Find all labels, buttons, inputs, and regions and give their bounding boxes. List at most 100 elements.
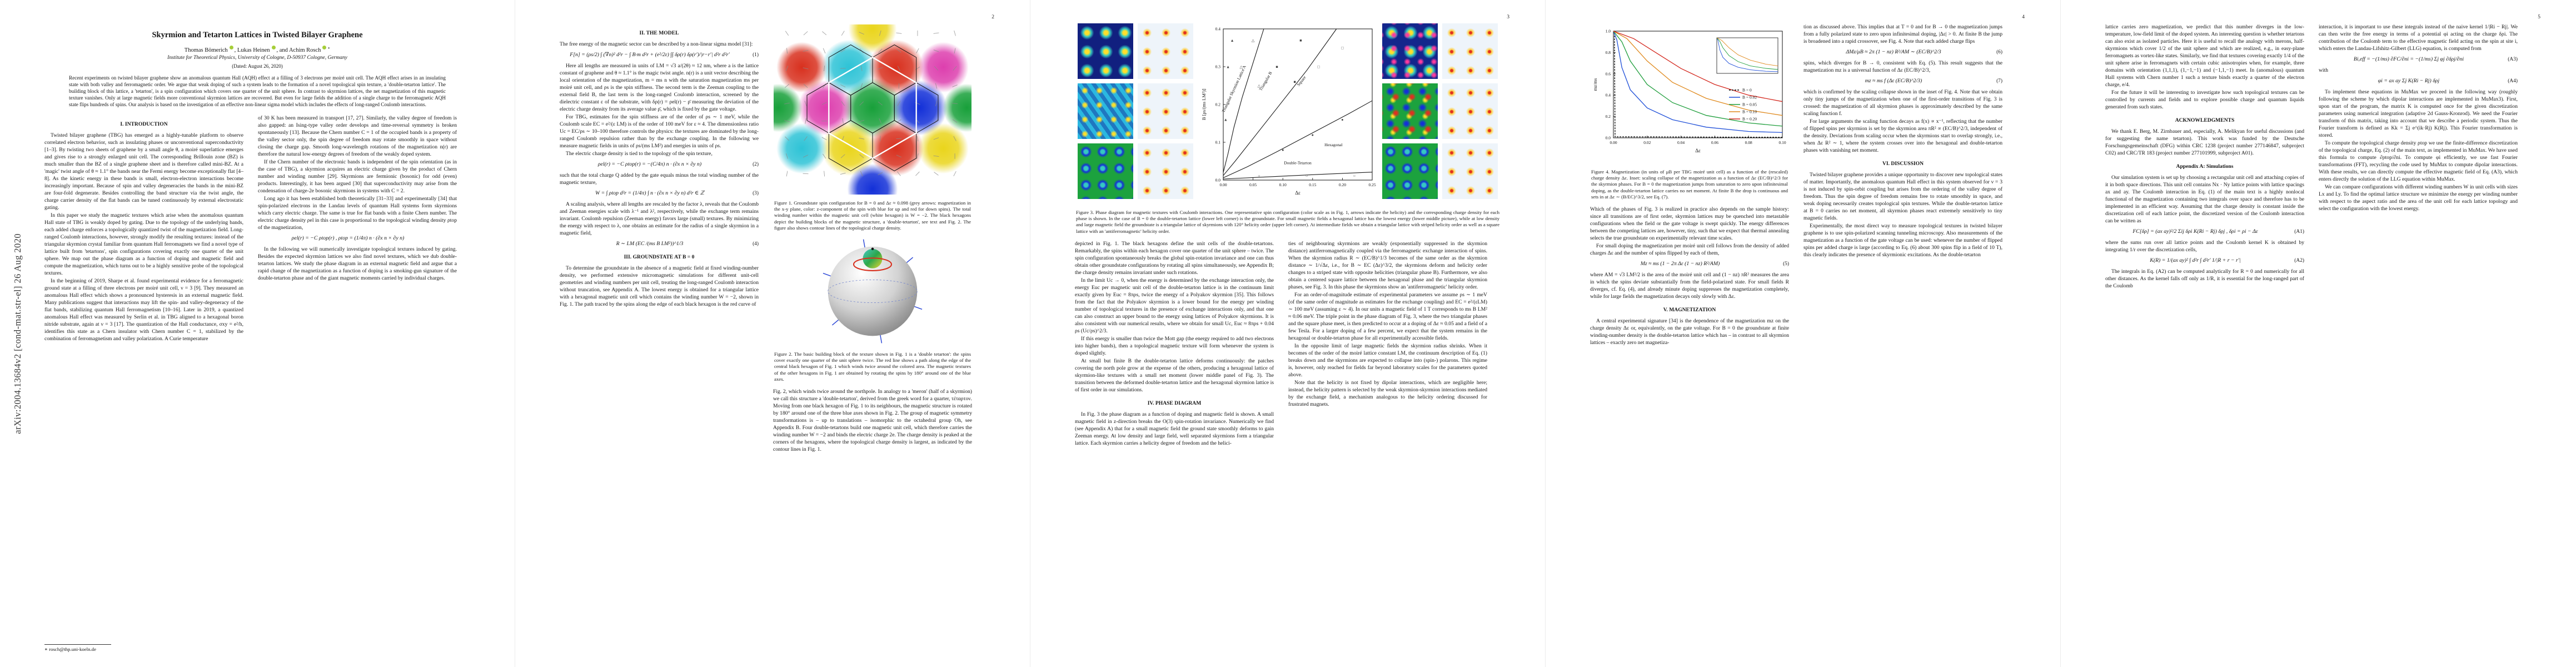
equation-A3: Bi,eff = −(1/ms) ∂FC/∂ni = −(1/ms) Σj φj… bbox=[2319, 56, 2518, 63]
svg-text:△: △ bbox=[1252, 38, 1255, 43]
svg-text:Δε: Δε bbox=[1695, 148, 1701, 153]
abstract: Recent experiments on twisted bilayer gr… bbox=[69, 75, 446, 107]
svg-text:0.4: 0.4 bbox=[1606, 93, 1611, 98]
svg-text:B [ρs/(ms LM²)]: B [ρs/(ms LM²)] bbox=[1201, 89, 1207, 121]
svg-text:0.04: 0.04 bbox=[1677, 140, 1685, 145]
svg-text:B = 0.02: B = 0.02 bbox=[1742, 95, 1757, 100]
svg-text:0.10: 0.10 bbox=[1778, 140, 1786, 145]
equation-body: ρel(r) = −C ρtop(r) , ρtop = (1/4π) n · … bbox=[291, 235, 405, 241]
svg-text:●: ● bbox=[1341, 118, 1343, 122]
paragraph: A scaling analysis, where all lengths ar… bbox=[560, 201, 759, 236]
figure4-magnetization-plot: 0.00 0.02 0.04 0.06 0.08 0.10 0.0 0.2 0.4 0.6 0.8 1… bbox=[1592, 29, 1786, 154]
page-number: 2 bbox=[991, 14, 994, 20]
equator-line bbox=[828, 280, 918, 303]
page-number: 3 bbox=[1507, 14, 1509, 20]
svg-text:0.2: 0.2 bbox=[1215, 102, 1221, 107]
orcid-icon bbox=[322, 46, 327, 49]
paragraph: Twisted bilayer graphene provides a uniq… bbox=[1803, 172, 2003, 221]
footnote-block: ∗ rosch@thp.uni-koeln.de bbox=[44, 644, 243, 653]
paragraph: The electric charge density is tied to t… bbox=[566, 151, 712, 157]
equation-number: (A4) bbox=[2508, 78, 2518, 84]
paragraph: spins, which diverges for B → 0, consist… bbox=[1803, 60, 2002, 73]
charge-density-tile bbox=[1442, 83, 1498, 139]
column-right: Figure 1. Groundstate spin configuration… bbox=[754, 4, 991, 454]
equation-number: (A3) bbox=[2508, 57, 2518, 62]
paragraph: Note that the helicity is not fixed by d… bbox=[1288, 379, 1487, 407]
svg-text:0.00: 0.00 bbox=[1219, 182, 1227, 187]
svg-text:△: △ bbox=[1239, 65, 1243, 69]
svg-text:■: ■ bbox=[1294, 80, 1296, 84]
column-left: depicted in Fig. 1. The black hexagons d… bbox=[1075, 240, 1274, 447]
spin-color-blobs bbox=[754, 4, 991, 215]
equation-body: ΔMz/μB ≈ 2π (1 − nz) R²/AM ∼ (EC/B)^2/3 bbox=[1846, 49, 1941, 55]
svg-text:B = 0.20: B = 0.20 bbox=[1742, 117, 1757, 122]
arxiv-watermark-text: arXiv:2004.13684v2 [cond-mat.str-el] 26 … bbox=[12, 233, 23, 434]
figure-1 bbox=[754, 4, 991, 215]
svg-text:B = 0.10: B = 0.10 bbox=[1742, 109, 1757, 115]
paragraph: In Fig. 3 the phase diagram as a functio… bbox=[1075, 411, 1274, 446]
paragraph: For small doping the magnetization per m… bbox=[1590, 243, 1789, 257]
figure1-spin-texture-graphic bbox=[754, 4, 991, 215]
column-right: of 30 K has been measured in transport [… bbox=[258, 115, 457, 343]
page-1: arXiv:2004.13684v2 [cond-mat.str-el] 26 … bbox=[0, 0, 515, 667]
svg-text:0.3: 0.3 bbox=[1215, 64, 1221, 69]
equation-number: (5) bbox=[1783, 261, 1789, 267]
column-right: interaction, it is important to use thes… bbox=[2319, 23, 2518, 290]
svg-text:●: ● bbox=[1282, 148, 1284, 152]
column-left: lattice carries zero magnetization, we p… bbox=[2105, 23, 2304, 290]
paragraph: Our simulation system is set up by choos… bbox=[2105, 175, 2304, 224]
svg-text:0.4: 0.4 bbox=[1215, 27, 1221, 32]
section-heading-groundstate: III. GROUNDSTATE AT B = 0 bbox=[624, 254, 695, 260]
paragraph: For an order-of-magnitude estimate of ex… bbox=[1288, 291, 1487, 341]
equation-body: mz ≈ ms f (Δε (EC/B)^2/3) bbox=[1865, 78, 1922, 84]
paragraph: ties of neighbouring skyrmions are weakl… bbox=[1288, 240, 1487, 290]
svg-text:0.15: 0.15 bbox=[1309, 182, 1316, 187]
page-number: 4 bbox=[2022, 14, 2025, 20]
paragraph: If the Chern number of the electronic ba… bbox=[258, 159, 457, 194]
svg-text:▲: ▲ bbox=[1230, 38, 1234, 43]
footnote-marker: ∗ bbox=[327, 46, 331, 51]
footnote-rule bbox=[44, 644, 111, 645]
title-block: Skyrmion and Tetarton Lattices in Twiste… bbox=[44, 30, 470, 108]
paragraph: To implement these equations in MuMax we… bbox=[2319, 89, 2518, 138]
paragraph: Here all lengths are measured in units o… bbox=[560, 63, 759, 112]
equation-number: (7) bbox=[1996, 78, 2002, 84]
page-2: 2 II. THE MODEL The free energy of the m… bbox=[515, 0, 1030, 667]
section-heading-phase-diagram: IV. PHASE DIAGRAM bbox=[1147, 400, 1202, 406]
figure2-sphere-graphic bbox=[823, 239, 923, 344]
equation-2: ρel(r) = −C ρtop(r) = −(C/4π) n · (∂x n … bbox=[560, 161, 759, 168]
svg-text:△: △ bbox=[1258, 84, 1261, 88]
svg-text:○: ○ bbox=[1258, 173, 1260, 178]
equation-body: R ∼ LM (EC /(ms B LM²))^1/3 bbox=[616, 241, 684, 247]
paragraph: If this energy is smaller than twice the… bbox=[1075, 335, 1274, 356]
svg-text:□: □ bbox=[1317, 65, 1320, 69]
svg-text:○: ○ bbox=[1306, 173, 1308, 178]
paragraph: which is confirmed by the scaling collap… bbox=[1803, 89, 2002, 117]
equation-1: F[n] = (ρs/2) ∫ (∇n)² d²r − ∫ B·m d²r + … bbox=[560, 52, 759, 58]
svg-text:0.05: 0.05 bbox=[1249, 182, 1257, 187]
svg-text:0.20: 0.20 bbox=[1339, 182, 1346, 187]
paragraph: The free energy of the magnetic sector c… bbox=[560, 41, 753, 47]
paragraph: A central experimental signature [34] is… bbox=[1590, 318, 1789, 346]
footnote-email[interactable]: ∗ rosch@thp.uni-koeln.de bbox=[44, 646, 96, 652]
svg-text:0.8: 0.8 bbox=[1606, 50, 1611, 55]
affiliation: Institute for Theoretical Physics, Unive… bbox=[167, 55, 347, 61]
paragraph: We can compare configurations with diffe… bbox=[2319, 184, 2518, 212]
charge-density-tile bbox=[1442, 23, 1498, 79]
paragraph: Twisted bilayer graphene (TBG) has emerg… bbox=[44, 132, 243, 211]
equation-A2: K(R) = 1/(ax ay)² ∫ d²r ∫ d²r′ 1/|R + r … bbox=[2105, 257, 2304, 264]
equation-body: ρel(r) = −C ρtop(r) = −(C/4π) n · (∂x n … bbox=[597, 161, 702, 167]
svg-text:0.00: 0.00 bbox=[1610, 140, 1617, 145]
author-2: Lukas Heinen bbox=[237, 47, 270, 53]
svg-text:■: ■ bbox=[1299, 38, 1302, 43]
column-left: II. THE MODEL The free energy of the mag… bbox=[560, 23, 759, 454]
column-left: I. INTRODUCTION Twisted bilayer graphene… bbox=[44, 115, 243, 343]
equation-4: R ∼ LM (EC /(ms B LM²))^1/3 (4) bbox=[560, 241, 759, 247]
equation-number: (1) bbox=[753, 52, 759, 58]
paragraph: In the following we will numerically inv… bbox=[258, 246, 457, 281]
page-number: 5 bbox=[2538, 14, 2540, 20]
winding-path bbox=[853, 257, 893, 271]
equation-number: (A2) bbox=[2294, 258, 2304, 263]
equation-body: φi = ax ay Σj K(Ri − Rj) δρj bbox=[2378, 78, 2440, 84]
paragraph: In the beginning of 2019, Sharpe et al. … bbox=[44, 278, 243, 342]
